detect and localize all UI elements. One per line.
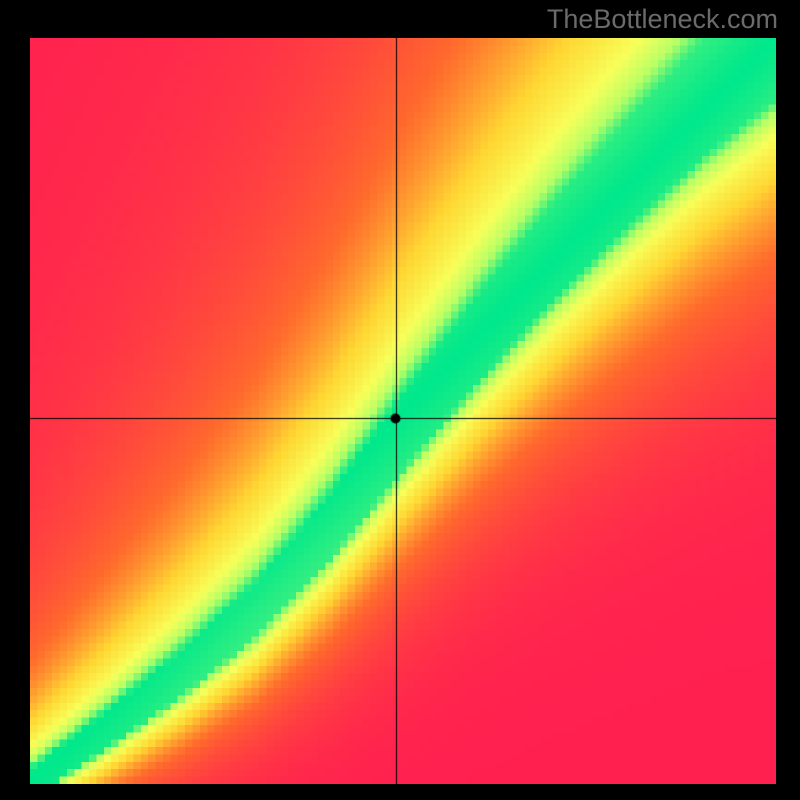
- chart-container: TheBottleneck.com: [0, 0, 800, 800]
- watermark-text: TheBottleneck.com: [547, 4, 778, 35]
- crosshair-overlay: [30, 38, 776, 784]
